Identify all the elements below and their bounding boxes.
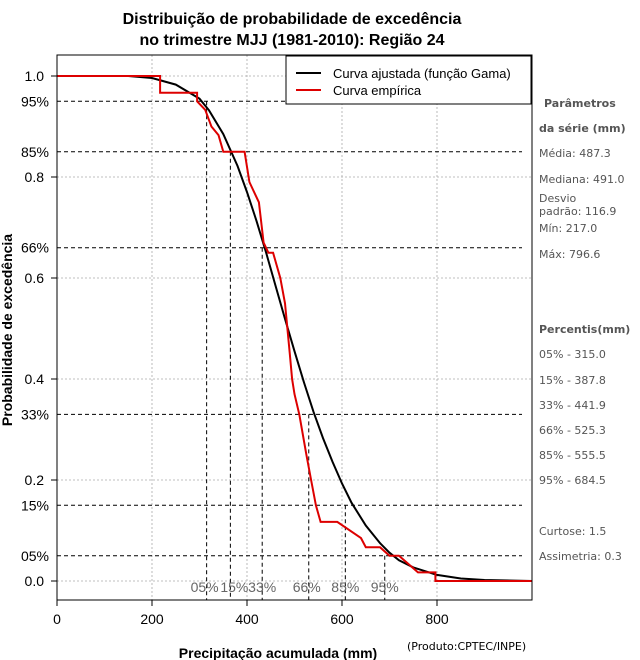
x-tick-label-200: 200 bbox=[140, 611, 164, 627]
x-axis-label: Precipitação acumulada (mm) bbox=[179, 645, 377, 660]
curves bbox=[57, 75, 533, 582]
chart-title-line2: no trimestre MJJ (1981-2010): Região 24 bbox=[139, 32, 444, 49]
stat-media: Média: 487.3 bbox=[539, 147, 611, 160]
y-tick-label-1: 1.0 bbox=[25, 68, 45, 84]
chart-title-line1: Distribuição de probabilidade de excedên… bbox=[123, 11, 462, 28]
y-pct-label-05%: 05% bbox=[21, 548, 49, 564]
params-header-1: Parâmetros bbox=[544, 97, 616, 110]
stat-assimetria: Assimetria: 0.3 bbox=[539, 550, 622, 563]
y-pct-label-15%: 15% bbox=[21, 497, 49, 513]
y-tick-label-0.4: 0.4 bbox=[25, 371, 45, 387]
product-credit: (Produto:CPTEC/INPE) bbox=[407, 640, 527, 653]
stat-curtose: Curtose: 1.5 bbox=[539, 525, 607, 538]
percentil-85: 85% - 555.5 bbox=[539, 449, 606, 462]
legend-box bbox=[285, 55, 532, 105]
percentil-66: 66% - 525.3 bbox=[539, 424, 606, 437]
y-pct-label-66%: 66% bbox=[21, 240, 49, 256]
fitted-gamma-curve bbox=[57, 75, 533, 582]
stat-max: Máx: 796.6 bbox=[539, 248, 601, 261]
empirical-curve bbox=[57, 75, 532, 582]
y-pct-label-95%: 95% bbox=[21, 93, 49, 109]
y-tick-label-0.8: 0.8 bbox=[25, 169, 45, 185]
grid-lines bbox=[57, 55, 532, 600]
stat-min: Mín: 217.0 bbox=[539, 222, 598, 235]
percentil-33: 33% - 441.9 bbox=[539, 399, 606, 412]
legend-label-0: Curva ajustada (função Gama) bbox=[333, 66, 511, 81]
y-tick-label-0.2: 0.2 bbox=[25, 472, 45, 488]
pct-x-label-15%: 15% bbox=[220, 579, 248, 595]
percentil-05: 05% - 315.0 bbox=[539, 348, 606, 361]
stat-desvio-1: Desvio bbox=[539, 192, 577, 205]
stat-desvio-2: padrão: 116.9 bbox=[539, 205, 617, 218]
pct-x-label-05%: 05% bbox=[191, 579, 219, 595]
pct-x-label-95%: 95% bbox=[371, 579, 399, 595]
y-pct-label-85%: 85% bbox=[21, 144, 49, 160]
y-axis-label: Probabilidade de excedência bbox=[0, 234, 15, 426]
pct-x-label-85%: 85% bbox=[331, 579, 359, 595]
stat-mediana: Mediana: 491.0 bbox=[539, 173, 625, 186]
legend-label-1: Curva empírica bbox=[333, 83, 422, 98]
plot-frame bbox=[56, 54, 533, 601]
percentil-95: 95% - 684.5 bbox=[539, 474, 606, 487]
y-tick-label-0.6: 0.6 bbox=[25, 270, 45, 286]
x-tick-label-600: 600 bbox=[330, 611, 354, 627]
params-header-2: da série (mm) bbox=[539, 122, 626, 135]
legend: Curva ajustada (função Gama) Curva empíri… bbox=[285, 55, 532, 105]
percentis-header: Percentis(mm) bbox=[539, 323, 631, 336]
pct-x-label-33%: 33% bbox=[248, 579, 276, 595]
percentile-guide-lines: 05% 15% 33% 66% 85% 95% bbox=[57, 100, 522, 600]
x-tick-label-800: 800 bbox=[425, 611, 449, 627]
axes: 0 200 400 600 800 0.0 0.2 0.4 0.6 0.8 1.0 95% 85% 66%… bbox=[21, 68, 449, 627]
y-tick-label-0: 0.0 bbox=[25, 573, 45, 589]
pct-x-label-66%: 66% bbox=[293, 579, 321, 595]
x-tick-label-0: 0 bbox=[53, 611, 61, 627]
x-tick-label-400: 400 bbox=[235, 611, 259, 627]
percentil-15: 15% - 387.8 bbox=[539, 374, 606, 387]
y-pct-label-33%: 33% bbox=[21, 406, 49, 422]
